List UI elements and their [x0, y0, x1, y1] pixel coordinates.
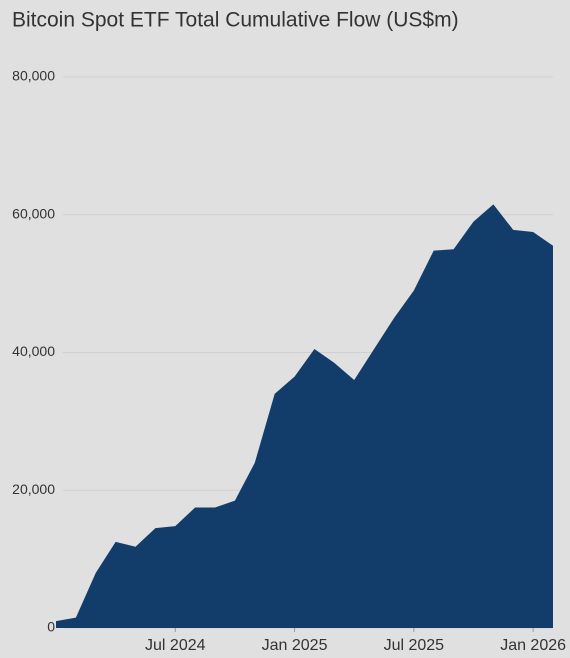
- x-tick-label: Jan 2026: [500, 637, 566, 654]
- x-tick-label: Jul 2024: [145, 637, 206, 654]
- y-tick-label: 0: [47, 619, 55, 635]
- chart-title: Bitcoin Spot ETF Total Cumulative Flow (…: [12, 9, 459, 32]
- y-tick-label: 20,000: [12, 481, 55, 497]
- y-tick-label: 80,000: [12, 68, 55, 84]
- y-tick-label: 60,000: [12, 205, 55, 221]
- x-tick-label: Jul 2025: [384, 637, 445, 654]
- area: [56, 204, 553, 628]
- x-tick-label: Jan 2025: [262, 637, 328, 654]
- y-tick-label: 40,000: [12, 343, 55, 359]
